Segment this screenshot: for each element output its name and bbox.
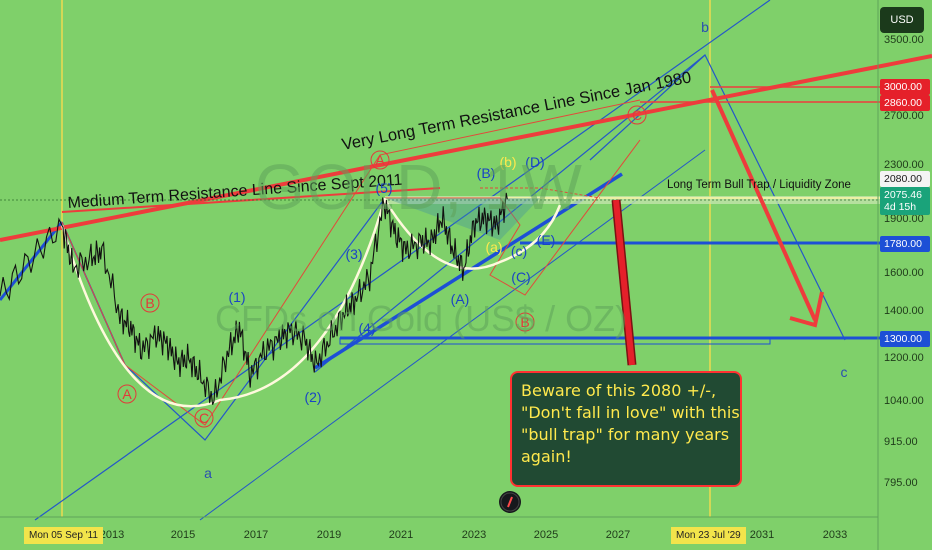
price-tag: 3000.00	[880, 79, 930, 95]
red-wave-path-2	[385, 139, 641, 296]
wave-label-red: A	[122, 386, 132, 402]
y-tick-label: 1400.00	[884, 305, 924, 317]
y-tick-label: 915.00	[884, 436, 918, 448]
wave-label-blue: (2)	[304, 389, 321, 405]
wave-label-blue-minor: c	[841, 364, 848, 380]
price-tag: 1300.00	[880, 331, 930, 347]
price-tag: 2860.00	[880, 95, 930, 111]
cup-arc-small	[383, 199, 562, 270]
y-tick-label: 2700.00	[884, 110, 924, 122]
y-tick-label: 3500.00	[884, 34, 924, 46]
price-tag-countdown: 4d 15h	[884, 201, 917, 213]
red-wave-path	[61, 99, 641, 426]
x-tick-label: 2023	[462, 529, 486, 541]
medium-term-resistance-line	[61, 187, 441, 213]
instrument-watermark: CFDs on Gold (US$ / OZ)	[215, 298, 628, 339]
wave-label-blue: (D)	[525, 154, 544, 170]
wave-label-blue: (A)	[451, 291, 470, 307]
warning-callout: Beware of this 2080 +/-, "Don't fall in …	[510, 371, 742, 487]
wave-label-red: B	[145, 295, 154, 311]
support-1300-box	[339, 337, 771, 345]
wave-label-blue: (E)	[537, 232, 556, 248]
blue-support-line	[314, 172, 623, 370]
wave-labels: A B C A B C (1) (2) (3) (4) (5) (A) (B) (C) (D) (E) a b c (…	[117, 19, 848, 481]
arrow-to-callout	[613, 199, 635, 366]
y-tick-label: 1200.00	[884, 352, 924, 364]
x-tick-label: 2025	[534, 529, 558, 541]
x-tick-label: 2017	[244, 529, 268, 541]
callout-line-4: again!	[521, 447, 572, 466]
wave-label-yellow: (a)	[485, 239, 502, 255]
x-tick-label: 2033	[823, 529, 847, 541]
y-tick-label: 1040.00	[884, 395, 924, 407]
x-tick-label: 2021	[389, 529, 413, 541]
price-tag: 2080.00	[880, 171, 930, 187]
wave-abc-blue	[124, 197, 386, 441]
price-tag: 2075.46 4d 15h	[880, 187, 930, 215]
y-axis-ticks: 3500.00 2700.00 2300.00 1900.00 1600.00 1400.…	[884, 34, 924, 489]
wave-label-blue-minor: a	[204, 465, 212, 481]
wave-label-circle	[370, 150, 390, 170]
symbol-watermark: GOLD, 1W	[255, 151, 584, 223]
shaded-wedge	[385, 198, 540, 240]
wave-label-circle	[194, 408, 214, 428]
callout-line-1: Beware of this 2080 +/-,	[521, 381, 717, 400]
wave-label-blue-minor: b	[701, 19, 709, 35]
wave-label-blue: (5)	[375, 180, 392, 196]
wave-label-circle	[627, 105, 647, 125]
wave-label-red: C	[199, 410, 209, 426]
currency-button[interactable]: USD	[880, 7, 924, 33]
liquidity-zone-label: Long Term Bull Trap / Liquidity Zone	[667, 179, 851, 191]
callout-line-2: "Don't fall in love" with this	[521, 403, 740, 422]
wave-label-circle	[515, 312, 535, 332]
big-down-arrow-head	[789, 291, 824, 328]
wave-b-c-line	[589, 54, 846, 341]
price-tag: 1780.00	[880, 236, 930, 252]
wave-label-mixed: (c)	[511, 243, 527, 259]
date-tag-end: Mon 23 Jul '29	[671, 527, 746, 544]
red-dotted-top	[480, 187, 601, 199]
x-tick-label: 2027	[606, 529, 630, 541]
x-tick-label: 2019	[317, 529, 341, 541]
wave-label-circle	[140, 293, 160, 313]
date-tag-start: Mon 05 Sep '11	[24, 527, 103, 544]
wave-label-blue: (4)	[358, 320, 375, 336]
wave-label-red: B	[520, 314, 529, 330]
y-tick-label: 1900.00	[884, 213, 924, 225]
tradingview-logo-icon	[499, 491, 521, 513]
price-series-line	[0, 192, 508, 405]
y-tick-label: 795.00	[884, 477, 918, 489]
cup-arc-large	[60, 197, 387, 408]
x-tick-label: 2031	[750, 529, 774, 541]
wave-label-blue: (3)	[345, 246, 362, 262]
wave-label-red: C	[632, 107, 642, 123]
x-tick-label: 2015	[171, 529, 195, 541]
y-tick-label: 1600.00	[884, 267, 924, 279]
big-down-arrow-shaft	[710, 89, 817, 321]
x-tick-label: 2013	[100, 529, 124, 541]
wave-label-circle	[117, 384, 137, 404]
wave-label-blue: (C)	[511, 269, 530, 285]
channel-mid-line	[314, 54, 706, 373]
x-axis-ticks: 2013 2015 2017 2019 2021 2023 2025 2027 2031 2033	[100, 529, 847, 541]
wave-label-blue: (B)	[477, 165, 496, 181]
wave-label-red: A	[375, 152, 385, 168]
y-tick-label: 2300.00	[884, 159, 924, 171]
wave-label-yellow: (b)	[499, 154, 516, 170]
wave-label-blue: (1)	[228, 289, 245, 305]
callout-line-3: "bull trap" for many years	[521, 425, 730, 444]
